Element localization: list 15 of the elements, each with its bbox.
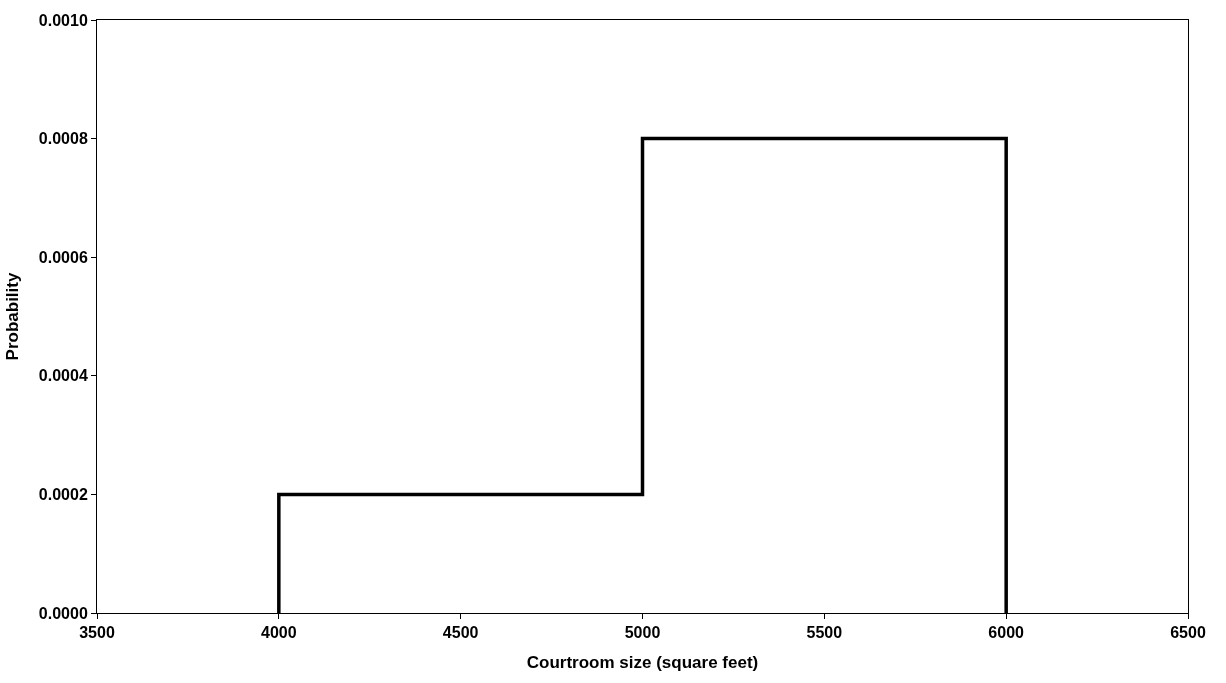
x-tick-label: 5500 — [806, 624, 843, 642]
y-tick-label: 0.0004 — [38, 367, 88, 385]
y-tick-label: 0.0010 — [38, 11, 88, 29]
y-tick-label: 0.0006 — [38, 248, 88, 266]
y-tick-label: 0.0008 — [38, 130, 88, 148]
x-axis-title: Courtroom size (square feet) — [526, 652, 759, 672]
y-axis-title: Probability — [3, 272, 23, 361]
x-tick-label: 3500 — [79, 624, 115, 642]
x-tick-label: 6000 — [988, 624, 1025, 642]
x-tick-label: 5000 — [624, 624, 661, 642]
x-tick-label: 4500 — [442, 624, 479, 642]
y-tick-label: 0.0002 — [38, 486, 88, 503]
x-tick-label: 6500 — [1170, 624, 1206, 642]
x-tick-label: 4000 — [261, 624, 297, 642]
y-tick-label: 0.0000 — [38, 604, 88, 622]
